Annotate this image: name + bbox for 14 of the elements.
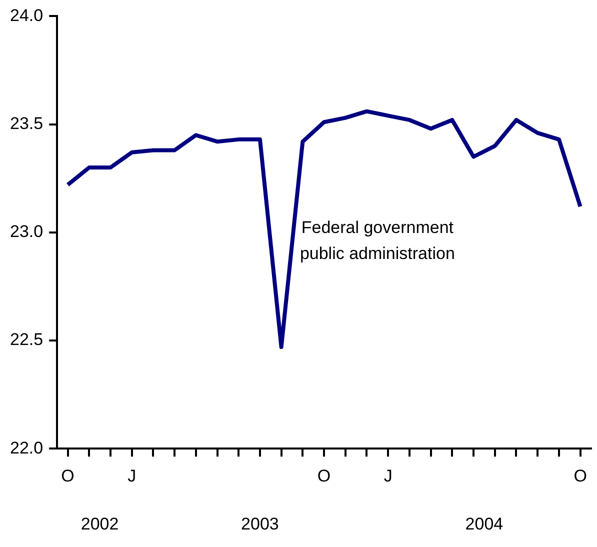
- x-tick-label: J: [384, 466, 392, 486]
- text: 2002: [80, 514, 119, 534]
- y-tick-label: 22.0: [10, 438, 44, 458]
- text: 2004: [465, 514, 504, 534]
- y-tick-label: 23.5: [10, 114, 44, 133]
- y-tick-label: 22.5: [10, 330, 44, 350]
- annotation: Federal government public administration: [300, 218, 455, 263]
- y-tick-label: 23.0: [10, 222, 44, 242]
- x-tick-label: J: [128, 466, 136, 486]
- text: 2003: [241, 514, 279, 534]
- x-tick-label: O: [317, 466, 331, 486]
- y-tick-label: 24.0: [10, 6, 44, 25]
- x-tick-label: O: [574, 466, 587, 486]
- x-tick-label: O: [61, 466, 74, 486]
